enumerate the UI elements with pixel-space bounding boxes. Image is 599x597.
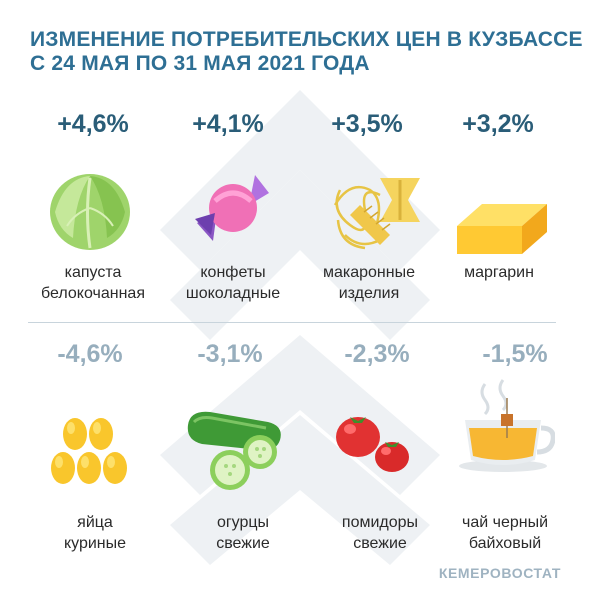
label-cabbage-line-2: белокочанная (41, 285, 145, 302)
decrease-value-eggs: -4,6% (57, 340, 123, 368)
title-line-2: С 24 МАЯ ПО 31 МАЯ 2021 ГОДА (30, 52, 370, 75)
label-eggs: яйца куриные (20, 512, 170, 554)
margarine-icon (457, 204, 547, 254)
label-eggs-line-2: куриные (63, 535, 127, 552)
pasta-icon (333, 178, 420, 250)
label-candy-line-1: конфеты (200, 264, 266, 281)
label-pasta-line-2: изделия (338, 285, 400, 302)
increase-value-candy: +4,1% (192, 110, 264, 138)
label-tea-line-1: чай черный (461, 514, 549, 531)
label-pasta: макаронные изделия (294, 262, 444, 304)
label-candy: конфеты шоколадные (158, 262, 308, 304)
cucumber-icon (187, 411, 281, 490)
label-tomato: помидоры свежие (305, 512, 455, 554)
increase-value-margarine: +3,2% (462, 110, 534, 138)
tomato-icon (336, 417, 409, 472)
decrease-value-cucumber: -3,1% (197, 340, 263, 368)
label-cabbage: капуста белокочанная (18, 262, 168, 304)
label-margarine-line-1: маргарин (464, 264, 534, 281)
decrease-value-tea: -1,5% (482, 340, 548, 368)
label-margarine: маргарин (424, 262, 574, 283)
label-cucumber-line-2: свежие (216, 535, 270, 552)
label-tea-line-2: байховый (468, 535, 542, 552)
label-eggs-line-1: яйца (77, 514, 113, 531)
title-line-1: ИЗМЕНЕНИЕ ПОТРЕБИТЕЛЬСКИХ ЦЕН В КУЗБАССЕ (30, 28, 583, 51)
eggs-icon (51, 418, 127, 484)
candy-icon (195, 175, 269, 241)
page-title: ИЗМЕНЕНИЕ ПОТРЕБИТЕЛЬСКИХ ЦЕН В КУЗБАССЕ… (30, 28, 590, 76)
cabbage-icon (50, 174, 130, 250)
label-tomato-line-2: свежие (353, 535, 407, 552)
increase-value-pasta: +3,5% (331, 110, 403, 138)
label-cabbage-line-1: капуста (64, 264, 122, 281)
source-label: КЕМЕРОВОСТАТ (438, 565, 561, 581)
label-tea: чай черный байховый (430, 512, 580, 554)
label-candy-line-2: шоколадные (185, 285, 281, 302)
label-tomato-line-1: помидоры (341, 514, 419, 531)
increase-value-cabbage: +4,6% (57, 110, 129, 138)
tea-icon (459, 379, 555, 472)
section-divider (28, 322, 556, 323)
label-cucumber: огурцы свежие (168, 512, 318, 554)
decrease-value-tomato: -2,3% (344, 340, 410, 368)
label-pasta-line-1: макаронные (322, 264, 415, 281)
label-cucumber-line-1: огурцы (216, 514, 270, 531)
